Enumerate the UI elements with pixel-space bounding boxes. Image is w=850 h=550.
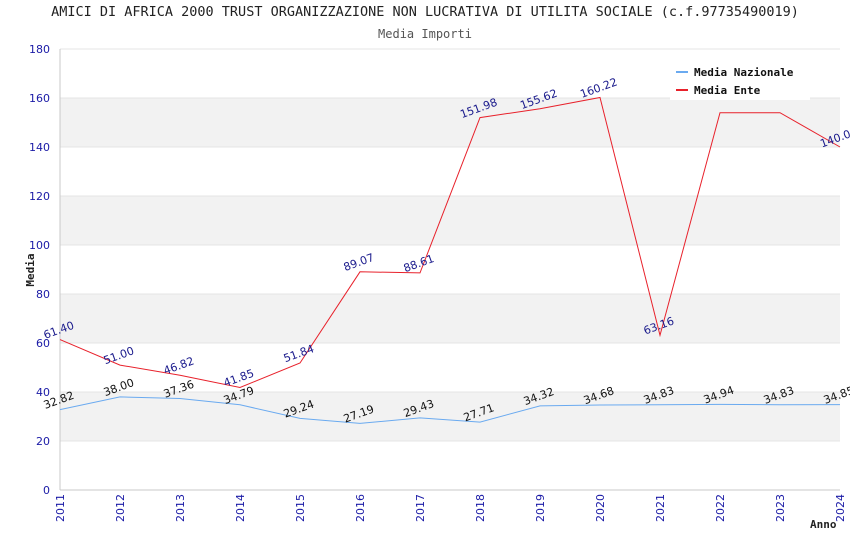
series-lines: [59, 96, 841, 424]
y-tick-label: 40: [36, 386, 50, 399]
grid-bands: [60, 49, 840, 490]
legend-label: Media Ente: [694, 84, 761, 97]
x-tick-label: 2017: [414, 494, 427, 522]
chart-title: AMICI DI AFRICA 2000 TRUST ORGANIZZAZION…: [51, 4, 799, 20]
y-tick-label: 160: [29, 92, 50, 105]
y-tick-label: 180: [29, 43, 50, 56]
chart-subtitle: Media Importi: [378, 27, 472, 41]
x-tick-label: 2018: [474, 494, 487, 522]
y-tick-label: 140: [29, 141, 50, 154]
legend: Media Nazionale Media Ente: [670, 60, 810, 100]
x-tick-label: 2022: [714, 494, 727, 522]
x-tick-label: 2011: [54, 494, 67, 522]
legend-label: Media Nazionale: [694, 66, 794, 79]
grid-band: [60, 392, 840, 441]
x-tick-label: 2014: [234, 494, 247, 522]
axes: [59, 49, 840, 491]
x-tick-label: 2015: [294, 494, 307, 522]
legend-box: [670, 60, 810, 100]
y-tick-labels: 0 20 40 60 80 100 120 140 160 180: [29, 43, 50, 497]
series-line: [59, 396, 841, 424]
grid-band: [60, 196, 840, 245]
y-tick-label: 0: [43, 484, 50, 497]
x-tick-label: 2012: [114, 494, 127, 522]
x-axis-title: Anno: [810, 518, 837, 531]
grid-band: [60, 441, 840, 490]
grid-band: [60, 343, 840, 392]
y-tick-label: 100: [29, 239, 50, 252]
x-tick-label: 2013: [174, 494, 187, 522]
grid-band: [60, 147, 840, 196]
y-tick-label: 20: [36, 435, 50, 448]
y-tick-label: 120: [29, 190, 50, 203]
x-tick-label: 2021: [654, 494, 667, 522]
grid-band: [60, 245, 840, 294]
x-tick-label: 2020: [594, 494, 607, 522]
x-tick-label: 2016: [354, 494, 367, 522]
y-tick-label: 60: [36, 337, 50, 350]
x-tick-label: 2023: [774, 494, 787, 522]
y-tick-label: 80: [36, 288, 50, 301]
x-tick-label: 2024: [834, 494, 847, 522]
y-axis-title: Media: [24, 253, 37, 286]
series-line: [59, 96, 841, 389]
grid-band: [60, 294, 840, 343]
x-tick-labels: 2011 2012 2013 2014 2015 2016 2017 2018 2019 2020…: [54, 494, 847, 522]
grid-band: [60, 98, 840, 147]
x-tick-label: 2019: [534, 494, 547, 522]
